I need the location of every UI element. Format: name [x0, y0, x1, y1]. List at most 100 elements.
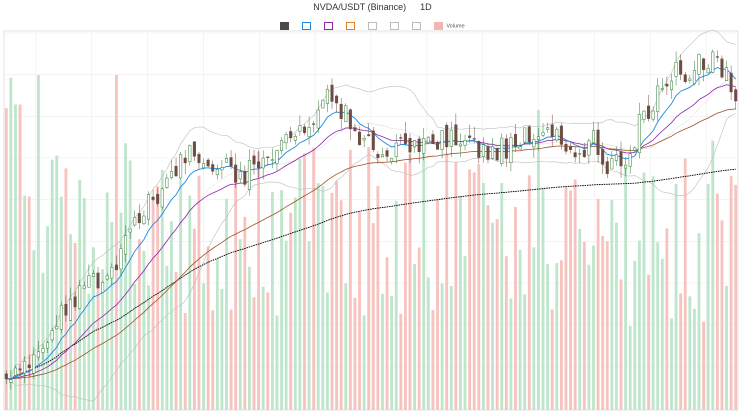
candle-body — [500, 137, 504, 164]
volume-bar — [270, 191, 274, 410]
volume-bar — [261, 286, 265, 410]
candle-body — [601, 148, 605, 165]
candle-body — [353, 127, 357, 131]
volume-bar — [468, 169, 472, 410]
volume-bar — [491, 222, 494, 410]
volume-bar — [289, 212, 293, 410]
gridlines — [4, 31, 738, 410]
volume-bar — [234, 166, 238, 410]
volume-bar — [114, 75, 118, 410]
candle-body — [390, 158, 394, 162]
volume-bar — [316, 183, 320, 410]
candle-body — [720, 58, 724, 78]
volume-bar — [215, 259, 219, 410]
candle-body — [463, 140, 467, 146]
candle-body — [674, 62, 678, 77]
candle-body — [316, 109, 320, 129]
volume-bar — [559, 260, 563, 410]
legend-item-bb_up — [368, 22, 380, 30]
legend-item-bb_low — [390, 22, 402, 30]
volume-bar — [720, 220, 724, 410]
volume-bar — [683, 158, 687, 410]
candle-body — [9, 379, 13, 383]
candle-body — [151, 196, 155, 200]
candle-body — [647, 105, 651, 119]
volume-bar — [174, 271, 178, 410]
candle-body — [582, 149, 586, 158]
candle-body — [399, 137, 403, 139]
candle-body — [4, 373, 8, 380]
legend-item-ema_c — [346, 22, 358, 30]
volume-bar — [325, 292, 329, 410]
candle-body — [87, 275, 91, 288]
volume-bar — [124, 143, 127, 410]
volume-bar — [564, 186, 568, 410]
volume-bar — [637, 240, 641, 410]
candle-body — [211, 164, 215, 172]
candle-body — [702, 58, 706, 70]
candle-body — [174, 165, 178, 177]
candle-body — [146, 194, 151, 220]
volume-bar — [454, 161, 458, 410]
volume-bar — [523, 294, 527, 410]
volume-bar — [339, 200, 343, 410]
candle-body — [449, 129, 453, 147]
legend-swatch — [434, 22, 444, 30]
candle-body — [637, 114, 641, 154]
candle-body — [243, 170, 247, 185]
candle-body — [564, 144, 568, 152]
candle-body — [624, 164, 628, 169]
volume-bar — [715, 193, 719, 410]
candle-body — [165, 177, 169, 188]
volume-bar — [41, 272, 45, 410]
candle-body — [651, 110, 655, 120]
volume-bar — [73, 243, 77, 410]
candle-body — [715, 56, 719, 58]
candle-body — [330, 84, 334, 102]
candle-body — [307, 127, 311, 137]
volume-bar — [147, 285, 150, 410]
candle-body — [55, 326, 59, 330]
candle-body — [536, 136, 540, 140]
candle-body — [344, 105, 348, 123]
candle-body — [257, 161, 261, 169]
candle-body — [669, 80, 673, 91]
candle-body — [523, 127, 527, 143]
candle-body — [110, 267, 114, 279]
volume-bar — [495, 219, 499, 410]
candle-body — [238, 171, 242, 180]
volume-bar — [518, 249, 522, 410]
ema-fast-line — [6, 66, 737, 380]
volume-bar — [284, 240, 288, 410]
volume-bar — [110, 221, 114, 410]
candle-body — [417, 138, 421, 153]
candle-body — [261, 157, 265, 169]
candle-body — [380, 154, 384, 158]
candle-body — [335, 95, 339, 104]
candle-body — [96, 272, 100, 289]
candle-body — [183, 157, 187, 164]
candle-body — [513, 134, 518, 147]
legend-swatch — [412, 22, 422, 30]
title-symbol: NVDA/USDT (Binance) — [313, 2, 407, 12]
volume-bar — [596, 198, 600, 410]
volume-bar — [248, 266, 251, 410]
volume-bar — [706, 184, 710, 410]
candle-body — [458, 143, 462, 147]
legend-swatch — [368, 22, 378, 30]
volume-bar — [514, 207, 517, 410]
volume-bar — [142, 250, 146, 410]
volume-bar — [87, 293, 91, 410]
volume-bar — [688, 296, 692, 410]
volume-bar — [293, 197, 297, 410]
volume-bar — [330, 192, 334, 410]
volume-bar — [390, 295, 394, 410]
volume-bar — [179, 179, 183, 410]
volume-bar — [573, 179, 577, 410]
candle-body — [555, 128, 559, 141]
candle-body — [403, 133, 407, 144]
candle-body — [587, 140, 591, 156]
volume-bar — [665, 228, 669, 410]
volume-bar — [160, 169, 164, 410]
